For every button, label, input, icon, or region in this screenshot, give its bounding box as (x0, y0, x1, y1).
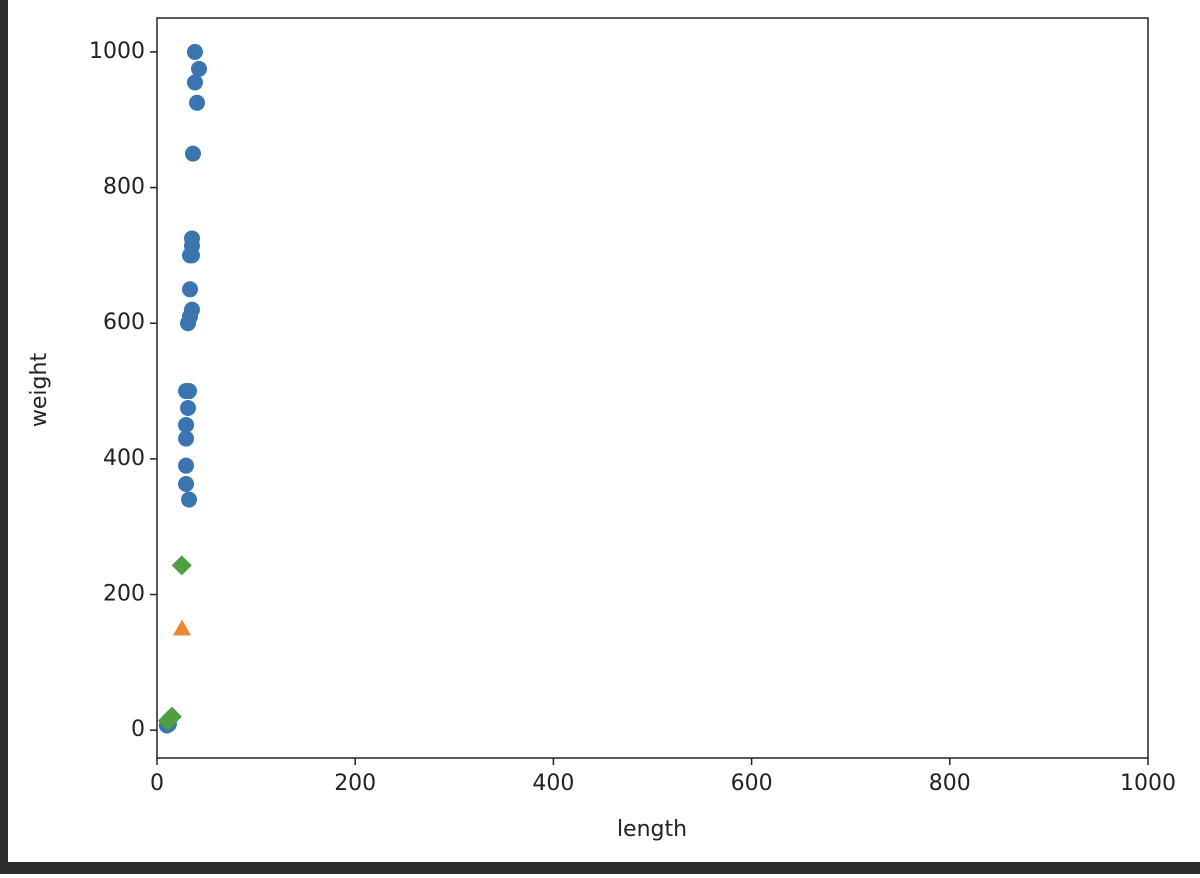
y-tick-label: 1000 (89, 39, 145, 64)
point (182, 281, 199, 298)
point (182, 247, 199, 264)
y-tick-label: 600 (103, 310, 145, 335)
point (186, 43, 203, 60)
point (189, 94, 206, 111)
plot-frame (156, 17, 1149, 759)
x-tick-label: 400 (532, 771, 574, 796)
window-edge (0, 0, 8, 874)
y-tick-label: 200 (103, 582, 145, 607)
x-tick-label: 1000 (1120, 771, 1176, 796)
point (181, 491, 198, 508)
point (184, 145, 201, 162)
point (171, 555, 192, 576)
point (178, 383, 195, 400)
x-tick-label: 0 (150, 771, 164, 796)
point (186, 74, 203, 91)
y-tick-label: 400 (103, 446, 145, 471)
point (178, 416, 195, 433)
point (172, 619, 191, 636)
point (157, 710, 178, 731)
x-tick-label: 600 (731, 771, 773, 796)
point (180, 315, 197, 332)
point (178, 430, 195, 447)
window-edge (0, 862, 1200, 874)
point (180, 400, 197, 417)
x-tick-label: 800 (929, 771, 971, 796)
x-axis-label: length (617, 817, 687, 842)
x-tick-label: 200 (334, 771, 376, 796)
point (178, 475, 195, 492)
y-axis-label: weight (27, 353, 52, 428)
y-tick-label: 800 (103, 175, 145, 200)
point (191, 60, 208, 77)
point (178, 457, 195, 474)
y-tick-label: 0 (131, 717, 145, 742)
